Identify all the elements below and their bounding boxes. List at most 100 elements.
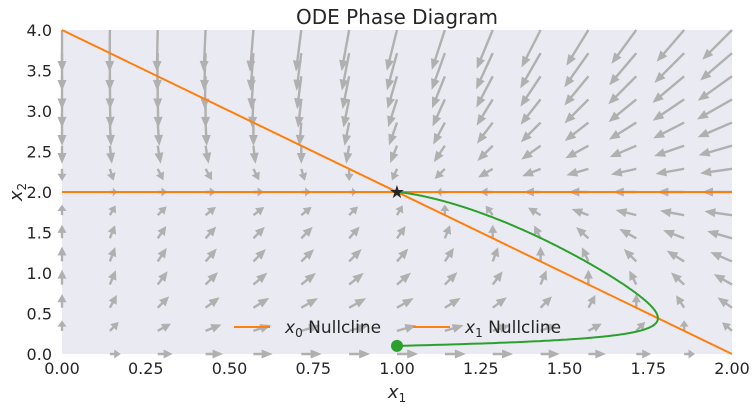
vector-arrow xyxy=(492,297,507,309)
vector-arrow xyxy=(432,98,446,127)
vector-arrow xyxy=(478,167,494,178)
chart-title: ODE Phase Diagram xyxy=(296,5,498,29)
vector-arrow xyxy=(654,144,685,157)
vector-arrow xyxy=(339,52,351,91)
legend-label-x1: x1 Nullcline xyxy=(464,318,561,340)
vector-arrow xyxy=(390,168,400,181)
vector-arrow xyxy=(652,98,685,121)
vector-arrow xyxy=(444,272,458,286)
vector-arrow xyxy=(300,226,313,240)
vector-arrow xyxy=(342,122,352,146)
vector-arrow xyxy=(107,168,116,181)
vector-arrow xyxy=(300,206,312,217)
vector-arrow xyxy=(202,145,212,164)
vector-arrow xyxy=(521,144,542,160)
x-axis-ticks: 0.00 0.25 0.50 0.75 1.00 1.25 1.50 1.75 2.00 xyxy=(44,359,750,378)
vector-arrow xyxy=(520,121,542,143)
vector-arrow xyxy=(57,269,67,285)
vector-arrow xyxy=(396,298,414,309)
vector-arrow xyxy=(700,167,733,177)
vector-arrow xyxy=(587,323,602,332)
vector-arrow xyxy=(204,272,219,286)
x-tick-label: 0.25 xyxy=(128,359,164,378)
vector-arrow xyxy=(348,226,360,240)
vector-arrow xyxy=(710,252,733,263)
vector-arrow xyxy=(57,99,67,128)
vector-arrow xyxy=(153,99,163,128)
vector-arrow xyxy=(571,208,589,217)
vector-arrow xyxy=(679,320,689,331)
vector-arrow xyxy=(109,349,121,359)
vector-arrow xyxy=(491,271,503,286)
vector-arrow xyxy=(105,99,115,128)
vector-arrow xyxy=(444,324,464,333)
y-tick-label: 0.5 xyxy=(27,305,52,324)
vector-arrow xyxy=(696,98,733,120)
x-axis-label: x1 xyxy=(387,382,406,405)
x-tick-label: 2.00 xyxy=(714,359,750,378)
vector-arrow xyxy=(348,248,362,263)
vector-arrow xyxy=(698,144,733,157)
vector-arrow xyxy=(156,296,170,309)
vector-arrow xyxy=(629,270,638,286)
vector-arrow xyxy=(520,52,542,89)
vector-arrow xyxy=(433,145,446,163)
vector-arrow xyxy=(105,122,115,147)
vector-arrow xyxy=(349,349,371,359)
vector-arrow xyxy=(397,349,419,359)
vector-arrow xyxy=(252,297,270,309)
legend-label-x0: x0 Nullcline xyxy=(284,318,381,340)
vector-arrow xyxy=(663,229,685,240)
vector-arrow xyxy=(152,29,162,72)
vector-arrow xyxy=(581,247,590,262)
y-tick-label: 1.0 xyxy=(27,264,52,283)
vector-arrow xyxy=(431,52,446,90)
vector-arrow xyxy=(105,76,115,110)
vector-arrow xyxy=(205,324,222,333)
trajectory-line xyxy=(396,191,659,347)
vector-arrow xyxy=(201,99,211,128)
vector-arrow xyxy=(57,122,67,147)
vector-arrow xyxy=(539,296,552,309)
vector-arrow xyxy=(105,53,115,91)
vector-arrow xyxy=(722,322,733,332)
vector-arrow xyxy=(57,224,67,239)
vector-arrow xyxy=(520,75,542,107)
vector-arrow xyxy=(631,294,641,308)
x-tick-label: 0.00 xyxy=(44,359,80,378)
vector-arrow xyxy=(396,272,411,286)
vector-arrow xyxy=(57,204,67,216)
vector-arrow xyxy=(440,204,450,216)
vector-arrow xyxy=(485,205,494,216)
vector-arrow xyxy=(205,349,223,359)
vector-arrow xyxy=(388,122,399,146)
y-tick-label: 4.0 xyxy=(27,21,52,40)
vector-arrow xyxy=(107,225,117,239)
vector-arrow xyxy=(576,227,590,240)
vector-arrow xyxy=(564,75,590,106)
vector-arrow xyxy=(199,29,209,72)
vector-arrow xyxy=(108,205,117,216)
vector-arrow xyxy=(157,323,172,332)
vector-arrow xyxy=(713,274,733,286)
vector-arrow xyxy=(340,76,351,110)
vector-arrow xyxy=(152,53,162,91)
vector-arrow xyxy=(294,76,303,110)
vector-arrow xyxy=(656,29,686,62)
vector-arrow xyxy=(564,121,590,141)
x-tick-label: 1.25 xyxy=(463,359,499,378)
vector-arrow xyxy=(348,298,367,309)
vector-arrow xyxy=(443,247,454,263)
vector-arrow xyxy=(395,205,404,216)
vector-arrow xyxy=(341,99,351,128)
vector-arrow xyxy=(300,298,318,309)
vector-arrow xyxy=(108,295,117,309)
vector-arrow xyxy=(608,75,638,105)
vector-arrow xyxy=(623,248,638,263)
y-tick-label: 3.5 xyxy=(27,62,52,81)
vector-arrow xyxy=(615,208,637,218)
vector-arrow xyxy=(252,226,265,240)
vector-arrow xyxy=(348,324,369,333)
vector-arrow xyxy=(477,144,494,162)
